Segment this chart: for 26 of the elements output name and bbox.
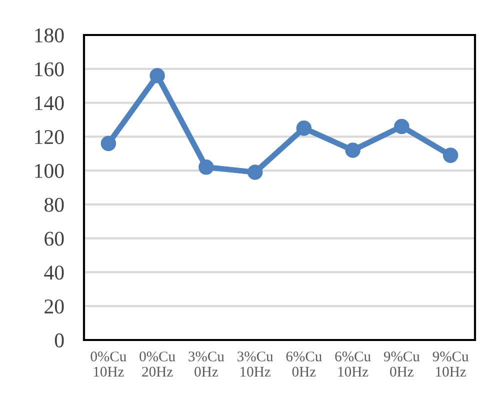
point bbox=[394, 118, 410, 134]
point bbox=[442, 148, 458, 163]
x-tick-label: 9%Cu 10Hz bbox=[432, 352, 469, 377]
x-tick-label: 3%Cu 10Hz bbox=[238, 352, 274, 377]
x-tick-label: 6%Cu 0Hz bbox=[286, 352, 322, 377]
x-tick-label: 0%Cu 10Hz bbox=[90, 352, 126, 377]
y-tick-label: 60 bbox=[44, 232, 64, 246]
x-tick-label: 3%Cu 0Hz bbox=[188, 352, 224, 377]
y-tick-label: 100 bbox=[35, 164, 64, 178]
point bbox=[198, 160, 214, 175]
point bbox=[296, 120, 312, 136]
y-tick-label: 160 bbox=[35, 62, 64, 76]
point bbox=[100, 136, 116, 152]
y-tick-label: 140 bbox=[35, 96, 64, 110]
point bbox=[247, 164, 263, 180]
y-tick-label: 40 bbox=[44, 266, 64, 280]
point bbox=[150, 68, 165, 84]
x-tick-label: 0%Cu 20Hz bbox=[140, 352, 176, 377]
x-tick-label: 9%Cu 0Hz bbox=[384, 352, 420, 377]
y-tick-label: 180 bbox=[35, 28, 64, 42]
x-tick-label: 6%Cu 10Hz bbox=[335, 352, 371, 377]
y-tick-label: 80 bbox=[44, 198, 64, 212]
y-tick-label: 0 bbox=[54, 333, 64, 348]
point bbox=[345, 142, 360, 158]
y-tick-label: 20 bbox=[44, 299, 64, 314]
y-tick-label: 120 bbox=[35, 130, 64, 144]
